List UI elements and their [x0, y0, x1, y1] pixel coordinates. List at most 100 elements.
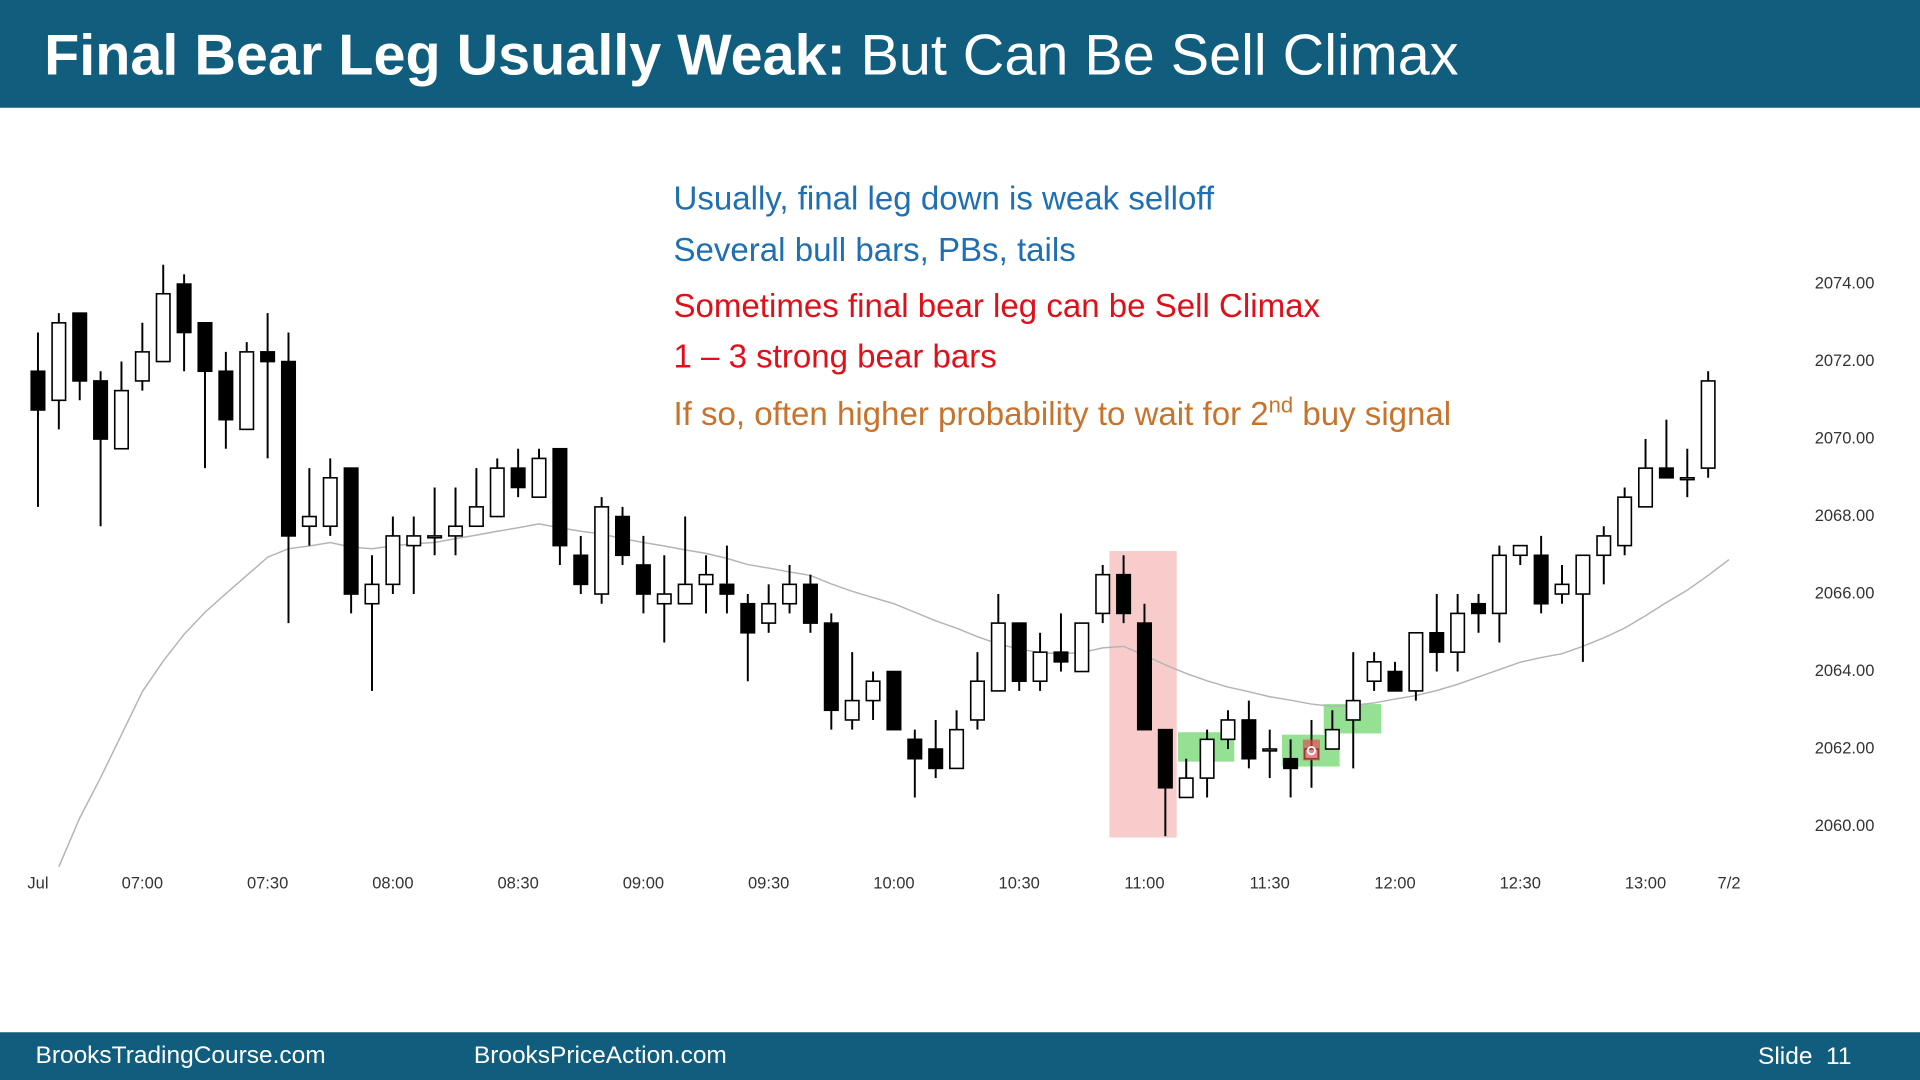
candle-body [802, 583, 818, 624]
slide-title: Final Bear Leg Usually Weak: But Can Be S… [44, 24, 1459, 88]
annotation-text: Sometimes final bear leg can be Sell Cli… [673, 288, 1320, 325]
candle-body [301, 515, 317, 528]
candle-body [594, 506, 610, 595]
annotation: 1 – 3 strong bear bars [673, 338, 996, 375]
annotation: Several bull bars, PBs, tails [673, 232, 1075, 269]
candle-body [1408, 631, 1424, 692]
candle-body [93, 380, 109, 440]
annotation-text: 1 – 3 strong bear bars [673, 338, 996, 375]
x-tick-label: 11:30 [1250, 873, 1290, 892]
candle-body [1136, 622, 1153, 731]
y-tick-label: 2070.00 [1815, 428, 1875, 447]
candle-body [1116, 573, 1132, 615]
candle-body [1679, 477, 1695, 481]
x-tick-label: 12:30 [1500, 873, 1541, 892]
candle-body [1053, 651, 1069, 663]
candle-body [30, 370, 46, 411]
candle-body [1220, 719, 1236, 741]
annotation-superscript: nd [1269, 393, 1294, 418]
x-tick-label: 08:30 [497, 873, 538, 892]
candle-body [406, 535, 422, 547]
annotation-text-after: buy signal [1293, 396, 1451, 433]
candle-body [1596, 535, 1612, 557]
candle-body [489, 467, 505, 518]
candle-body [385, 535, 401, 586]
x-tick-label: 11:00 [1124, 873, 1164, 892]
candle-body [260, 351, 276, 363]
signal-marker [1302, 739, 1320, 761]
candle-body [155, 292, 171, 363]
candle-body [427, 535, 443, 539]
moving-average [58, 523, 1730, 868]
candle-body [907, 738, 923, 760]
candle-body [113, 389, 129, 450]
candle-body [761, 602, 777, 624]
candle-body [677, 583, 693, 605]
candle-body [510, 467, 526, 489]
footer-bar [0, 1032, 1920, 1080]
candle-body [865, 680, 881, 702]
candle-body [322, 477, 338, 528]
candle-body [218, 370, 234, 421]
y-tick-label: 2072.00 [1815, 351, 1875, 370]
title-rest: But Can Be Sell Climax [860, 24, 1458, 88]
candle-body [197, 322, 213, 373]
x-tick-label: 10:30 [999, 873, 1040, 892]
candle-body [844, 699, 860, 721]
candle-body [969, 680, 985, 721]
title-bold: Final Bear Leg Usually Weak: [44, 24, 846, 88]
x-tick-label: 09:30 [748, 873, 789, 892]
candle-body [1554, 583, 1570, 595]
x-tick-label: 09:00 [623, 873, 664, 892]
candle-body [949, 728, 965, 770]
candle-body [928, 748, 944, 770]
candle-body [1324, 728, 1340, 750]
candle-body [1450, 612, 1466, 653]
x-tick-label: 12:00 [1374, 873, 1415, 892]
annotation-text: If so, often higher probability to wait … [673, 396, 1268, 433]
candle-body [552, 447, 568, 547]
x-tick-label: 07:00 [122, 873, 163, 892]
candle-body [1178, 777, 1194, 799]
candle-body [1262, 748, 1278, 752]
candle-body [740, 602, 756, 634]
signal-dot [1306, 746, 1317, 756]
candle-body [51, 322, 67, 402]
annotation: Usually, final leg down is weak selloff [673, 180, 1214, 217]
candle-body [635, 564, 651, 595]
candle-body [239, 351, 255, 431]
candle-body [1283, 757, 1299, 770]
candle-body [364, 583, 380, 605]
y-tick-label: 2064.00 [1815, 661, 1875, 680]
candle-body [468, 506, 484, 528]
candle-body [614, 515, 631, 557]
candle-body [1032, 651, 1048, 683]
candle-body [1470, 602, 1487, 615]
candle-body [1700, 380, 1716, 469]
candle-body [1533, 554, 1549, 605]
footer-left: BrooksTradingCourse.com [36, 1042, 326, 1069]
candle-body [72, 312, 88, 382]
footer-center: BrooksPriceAction.com [474, 1042, 727, 1069]
annotations: Usually, final leg down is weak selloff S… [673, 180, 1451, 433]
candle-body [886, 670, 902, 731]
x-tick-label: Jul [27, 873, 48, 892]
candle-body [1617, 496, 1633, 547]
candle-body [823, 622, 839, 712]
header-bar [0, 0, 1920, 108]
candle-body [990, 622, 1006, 692]
candle-body [698, 573, 714, 586]
candle-body [134, 351, 150, 382]
x-tick-label: 10:00 [873, 873, 914, 892]
candle-body [343, 467, 359, 595]
annotation-text: Usually, final leg down is weak selloff [673, 180, 1214, 217]
y-tick-label: 2060.00 [1815, 816, 1875, 835]
candle-body [1512, 544, 1528, 557]
candle-body [1157, 728, 1173, 789]
candle-body [573, 554, 589, 586]
y-tick-label: 2074.00 [1815, 273, 1875, 292]
candle-body [1637, 467, 1654, 508]
candle-body [719, 583, 735, 595]
y-tick-label: 2068.00 [1815, 506, 1875, 525]
annotation: Sometimes final bear leg can be Sell Cli… [673, 288, 1320, 325]
